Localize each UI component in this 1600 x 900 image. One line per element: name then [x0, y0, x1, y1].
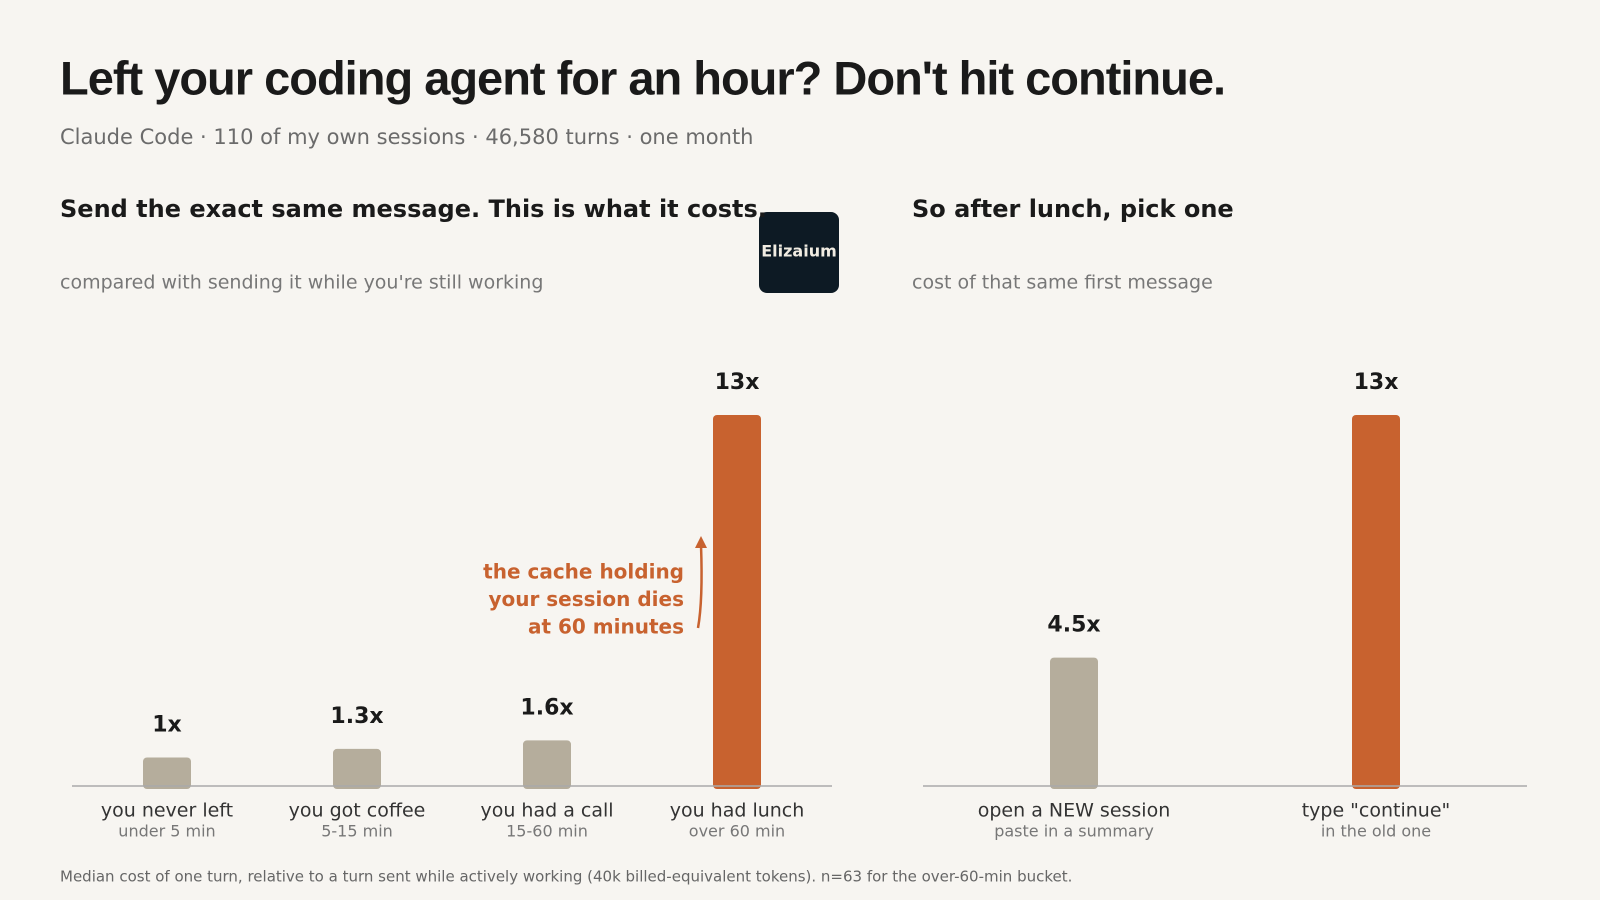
x-tick-label: you had a call	[480, 800, 613, 822]
value-label: 1.3x	[330, 704, 383, 729]
x-tick-label: you had lunch	[670, 800, 805, 822]
x-tick-sublabel: paste in a summary	[994, 822, 1154, 841]
bar	[1352, 415, 1400, 789]
annotation: the cache holding	[483, 560, 684, 584]
bar	[333, 748, 381, 789]
chart-title: So after lunch, pick one	[912, 195, 1234, 223]
annotation-arrowhead	[695, 536, 707, 548]
page-title: Left your coding agent for an hour? Don'…	[60, 51, 1225, 104]
x-tick-label: you never left	[101, 800, 233, 822]
x-tick-sublabel: 5-15 min	[321, 822, 393, 841]
bar	[713, 415, 761, 789]
annotation: your session dies	[488, 587, 684, 611]
badge-text: Elizaium	[761, 242, 837, 261]
bar	[523, 740, 571, 789]
x-tick-sublabel: over 60 min	[689, 822, 785, 841]
annotation-arrow	[696, 544, 703, 629]
annotation: at 60 minutes	[528, 615, 684, 639]
x-tick-label: open a NEW session	[978, 800, 1171, 822]
bar	[143, 757, 191, 789]
x-tick-sublabel: under 5 min	[118, 822, 215, 841]
chart-subtitle: compared with sending it while you're st…	[60, 272, 543, 294]
x-tick-label: you got coffee	[289, 800, 426, 822]
x-tick-sublabel: in the old one	[1321, 822, 1431, 841]
page-subtitle: Claude Code · 110 of my own sessions · 4…	[60, 125, 753, 149]
x-tick-sublabel: 15-60 min	[506, 822, 588, 841]
chart-subtitle: cost of that same first message	[912, 272, 1213, 294]
badge	[759, 212, 839, 293]
x-tick-label: type "continue"	[1302, 800, 1451, 822]
value-label: 1.6x	[520, 695, 573, 720]
chart-title: Send the exact same message. This is wha…	[60, 195, 767, 223]
footnote: Median cost of one turn, relative to a t…	[60, 868, 1072, 886]
value-label: 1x	[152, 712, 182, 737]
value-label: 13x	[1354, 370, 1399, 395]
value-label: 13x	[715, 370, 760, 395]
value-label: 4.5x	[1047, 613, 1100, 638]
bar	[1050, 657, 1098, 789]
